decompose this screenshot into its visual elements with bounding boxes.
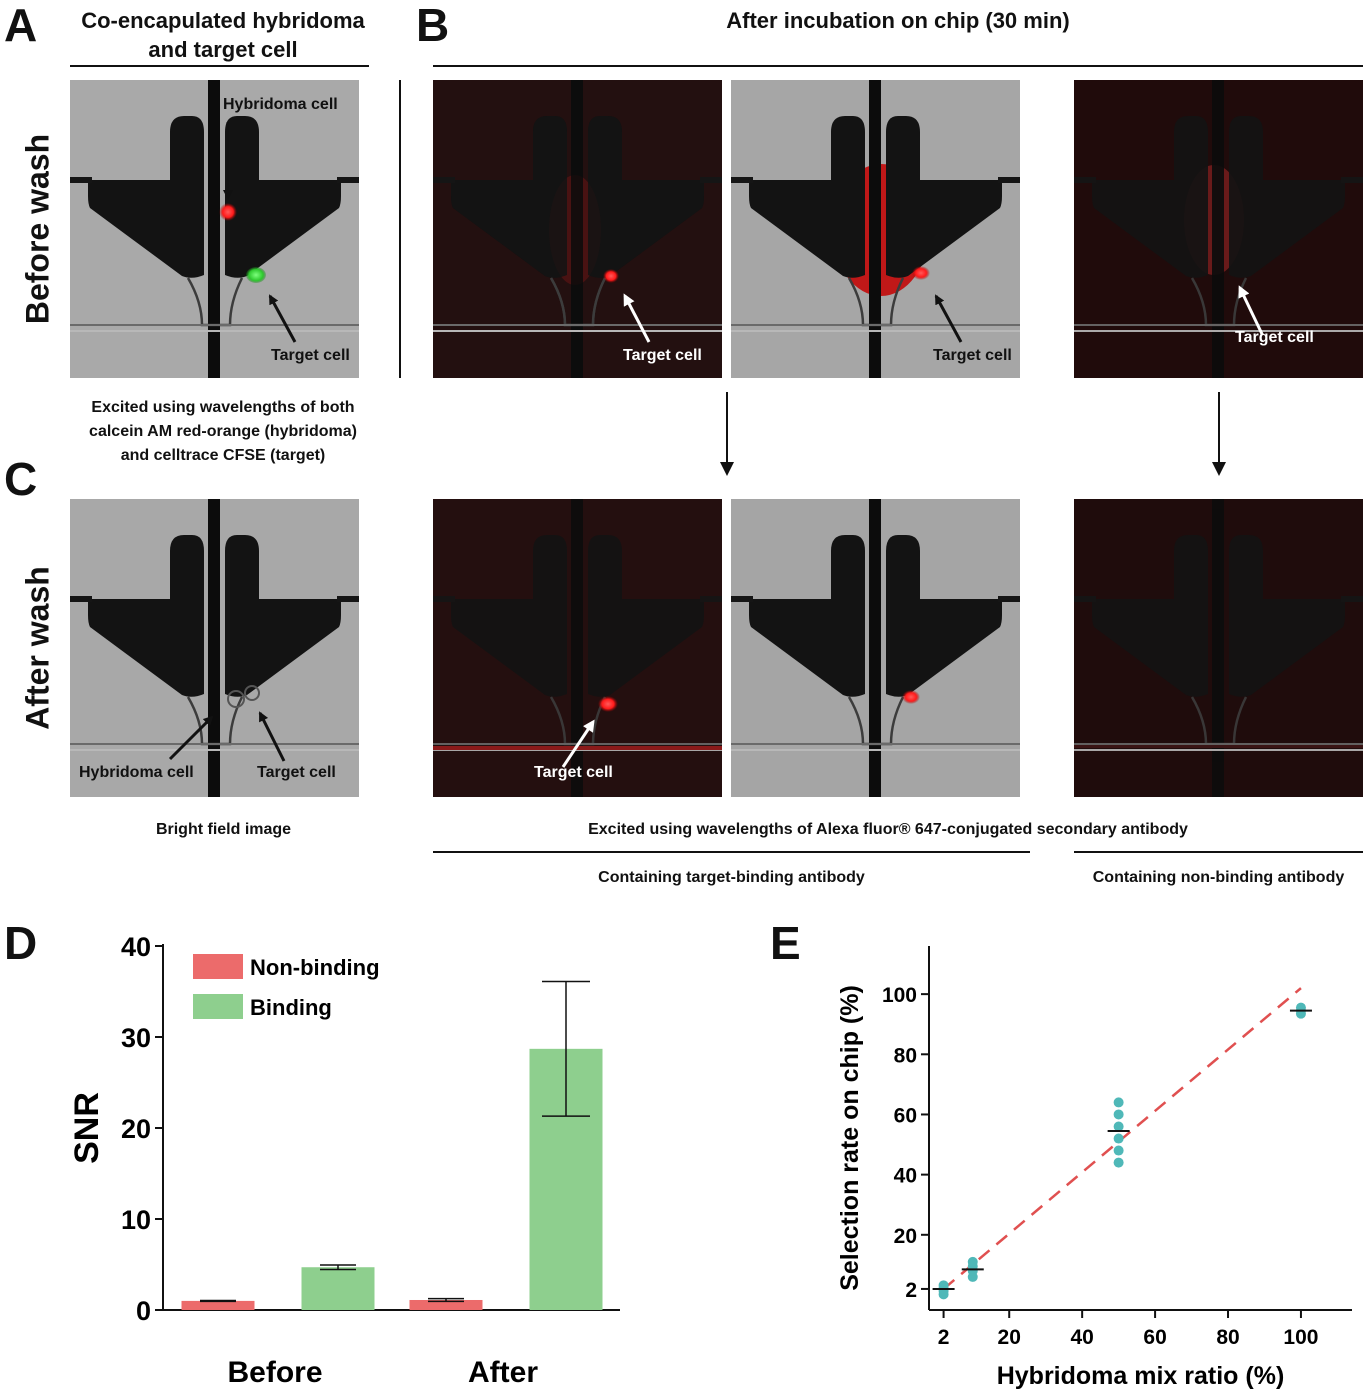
e-x-tick-label: 100 [1283,1326,1318,1349]
e-y-tick-label: 60 [894,1104,917,1127]
caption-group-binding: Containing target-binding antibody [598,869,865,886]
d-legend-label: Non-binding [250,955,380,980]
caption-bc-excitation: Excited using wavelengths of Alexa fluor… [588,821,1188,838]
arrow-nonbinding-transition [1212,392,1226,476]
d-bar [181,1300,255,1310]
a-b-divider [399,80,401,378]
e-x-tick-label: 60 [1143,1326,1166,1349]
d-y-tick-label: 30 [121,1023,151,1053]
e-point [1113,1109,1124,1120]
e-point [1113,1145,1124,1156]
d-bar [409,1299,483,1310]
panel-letter-a: A [4,0,38,51]
annotation-target-a: Target cell [271,347,350,364]
d-y-tick-label: 20 [121,1114,151,1144]
image-binding-1-after [433,499,722,797]
e-point [1113,1097,1124,1108]
d-legend-swatch [193,954,243,979]
d-y-tick-label: 0 [136,1296,151,1326]
caption-a-line-1: Excited using wavelengths of both [91,399,355,416]
target-cell-marker [912,266,930,280]
e-y-axis-label: Selection rate on chip (%) [836,985,864,1291]
image-nonbinding-after [1074,499,1363,797]
annotation-target-b3: Target cell [1235,329,1314,346]
group-binding-rule [433,851,1030,853]
d-y-tick-label: 10 [121,1205,151,1235]
image-b-nonbinding-before [1074,80,1363,378]
e-x-tick-label: 20 [998,1326,1021,1349]
annotation-hybridoma-c: Hybridoma cell [79,764,194,781]
e-x-tick-label: 2 [938,1326,950,1349]
d-y-axis-label: SNR [68,1092,106,1164]
caption-c-brightfield: Bright field image [155,821,292,838]
target-cell-marker [603,269,619,283]
heading-a: Co-encapulated hybridoma and target cell [40,6,406,64]
heading-b: After incubation on chip (30 min) [726,8,1070,33]
d-bar [301,1267,375,1310]
image-c-after-wash [70,499,359,797]
annotation-target-c: Target cell [257,764,336,781]
target-cell-marker [598,696,618,712]
annotation-target-b1: Target cell [623,347,702,364]
d-y-tick-label: 40 [121,932,151,962]
image-b-binding-2-before [731,80,1020,378]
e-y-tick-label: 2 [905,1279,917,1302]
e-y-tick-label: 100 [882,984,917,1007]
chart-e-selection-rate: 2 20 40 60 80 100 2 20 40 60 80 100 Hybridoma mix ra… [836,946,1352,1390]
e-y-tick-label: 40 [894,1165,917,1188]
annotation-hybridoma-a: Hybridoma cell [223,96,338,113]
e-x-tick-label: 80 [1216,1326,1239,1349]
heading-b-rule [433,65,1363,67]
annotation-target-b2: Target cell [933,347,1012,364]
panel-letter-d: D [4,917,38,969]
panel-letter-b: B [416,0,450,51]
row-label-before-wash: Before wash [19,133,56,325]
d-legend-label: Binding [250,995,332,1020]
heading-a-line-2: and target cell [148,37,298,62]
annotation-target-after-1: Target cell [534,764,613,781]
e-y-tick-label: 20 [894,1225,917,1248]
d-category-label: After [468,1356,538,1389]
e-x-tick-label: 40 [1070,1326,1093,1349]
group-nonbinding-rule [1074,851,1363,853]
image-b-binding-1-before [433,80,722,378]
e-x-axis-label: Hybridoma mix ratio (%) [997,1362,1285,1390]
chart-d-snr: 0 10 20 30 40 SNR Before After Non-binding Bindin… [68,932,620,1389]
panel-letter-e: E [770,917,801,969]
heading-a-rule [70,65,369,67]
d-legend-swatch [193,994,243,1019]
target-cell-marker [902,690,920,704]
e-point [1113,1157,1124,1168]
e-point [967,1256,978,1267]
caption-a-line-2: calcein AM red-orange (hybridoma) [89,423,357,440]
image-a-before-wash [70,80,359,378]
d-category-label: Before [227,1356,322,1389]
image-binding-2-after [731,499,1020,797]
caption-group-nonbinding: Containing non-binding antibody [1092,869,1345,886]
e-point [938,1280,949,1291]
panel-letter-c: C [4,453,38,505]
row-label-after-wash: After wash [19,566,56,730]
caption-a-line-3: and celltrace CFSE (target) [120,447,326,464]
hybridoma-cell-marker [219,203,237,221]
e-y-tick-label: 80 [894,1044,917,1067]
heading-a-line-1: Co-encapulated hybridoma [81,8,365,33]
e-point [1113,1121,1124,1132]
caption-a-excitation: Excited using wavelengths of both calcei… [40,396,406,468]
e-point [1113,1133,1124,1144]
arrow-binding-transition [720,392,734,476]
target-cell-marker [246,267,266,283]
